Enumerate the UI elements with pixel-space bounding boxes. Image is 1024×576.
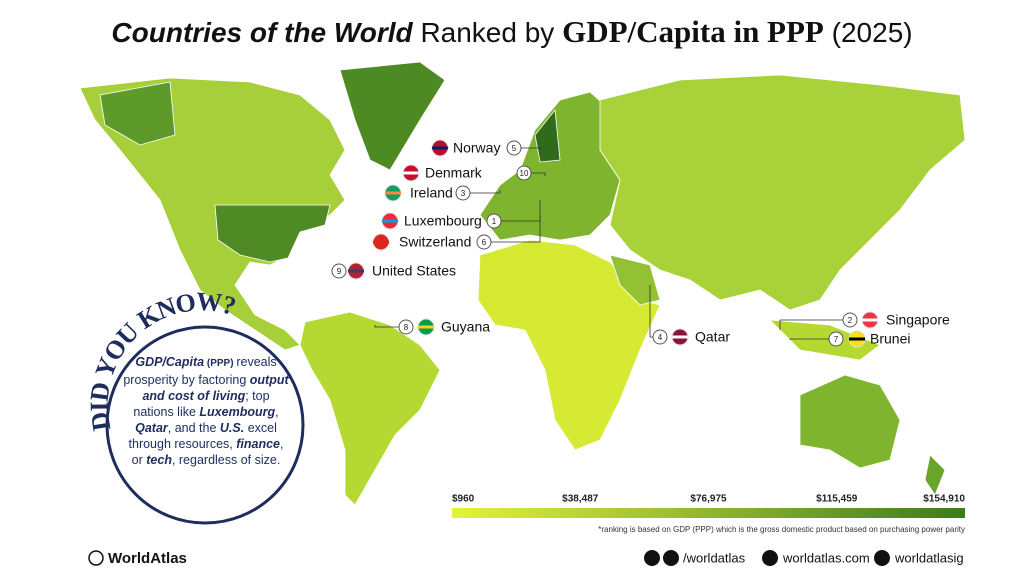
rank: 5 [512, 144, 517, 153]
leader-line [484, 216, 541, 243]
emphasis: Qatar [135, 421, 168, 435]
rank: 7 [834, 335, 839, 344]
legend-tick: $76,975 [690, 494, 727, 505]
legend-bar [452, 508, 965, 518]
rank-badge [828, 331, 844, 347]
leader-line [779, 319, 850, 330]
flag-detail [862, 318, 878, 322]
north-america [79, 77, 346, 351]
emphasis: (PPP) [204, 358, 237, 369]
legend-tick: $115,459 [816, 494, 858, 505]
flag-detail [418, 325, 434, 329]
rank: 9 [337, 267, 342, 276]
africa [477, 239, 661, 451]
footnote: *ranking is based on GDP (PPP) which is … [598, 525, 965, 534]
country-label: Norway [453, 140, 500, 156]
flag-detail [432, 146, 448, 150]
flag-detail [385, 191, 401, 195]
rank: 1 [492, 217, 497, 226]
instagram: worldatlasig [894, 550, 964, 565]
text: reveals prosperity by factoring [123, 355, 277, 387]
social: /worldatlas [683, 550, 746, 565]
rank: 6 [482, 238, 487, 247]
country-label: Ireland [410, 185, 453, 201]
legend-tick: $154,910 [923, 494, 965, 505]
youtube-icon [644, 550, 660, 566]
brand: WorldAtlas [108, 550, 187, 567]
emphasis: output and cost of living [142, 373, 289, 403]
legend-tick: $960 [452, 494, 475, 505]
asia [599, 74, 966, 311]
rank-badge [516, 165, 532, 181]
did-you-know-circle [105, 325, 305, 525]
norway [534, 108, 561, 163]
alaska [99, 81, 176, 146]
emphasis: GDP/Capita [135, 355, 205, 369]
greenland [339, 61, 446, 171]
text: , and the [167, 421, 220, 435]
title: Countries of the World Ranked by GDP/Cap… [0, 14, 1024, 50]
text: , or [131, 437, 284, 467]
rank-badge [331, 263, 347, 279]
text: , [275, 405, 279, 419]
country-label: United States [372, 263, 456, 279]
did-you-know-body: GDP/Capita (PPP) reveals prosperity by f… [122, 354, 290, 468]
emphasis: U.S. [219, 421, 245, 435]
text: ; top nations like [133, 389, 270, 419]
rank: 4 [658, 333, 663, 342]
title-year: (2025) [831, 17, 913, 48]
rank-badge [455, 185, 471, 201]
text: excel through resources, [128, 421, 277, 451]
flag-detail [382, 219, 398, 223]
flag-detail [348, 269, 364, 273]
south-america [299, 311, 441, 506]
text: , regardless of size. [171, 453, 281, 467]
title-lead: Countries of the World [111, 17, 413, 48]
country-label: Luxembourg [404, 213, 482, 229]
australia [799, 374, 901, 469]
site: worldatlas.com [782, 550, 870, 565]
leader-line [463, 190, 501, 194]
rank-badge [476, 234, 492, 250]
site-icon [762, 550, 778, 566]
rank: 8 [404, 323, 409, 332]
rank-badge [842, 312, 858, 328]
country-label: Qatar [695, 329, 730, 345]
southeast-asia [768, 319, 881, 361]
new-zealand [924, 454, 946, 496]
emphasis: Luxembourg [199, 405, 276, 419]
europe [479, 91, 621, 241]
rank-badge [506, 140, 522, 156]
title-metric: GDP/Capita in PPP [562, 14, 824, 49]
rank: 10 [520, 169, 529, 178]
instagram-icon [874, 550, 890, 566]
flag-detail [849, 337, 865, 341]
emphasis: tech [146, 453, 172, 467]
title-middle: Ranked by [420, 17, 555, 48]
globe-icon [88, 550, 104, 566]
rank-badge [652, 329, 668, 345]
leader-line [514, 147, 541, 150]
rank: 2 [848, 316, 853, 325]
facebook-icon [663, 550, 679, 566]
land [79, 61, 966, 506]
country-label: Switzerland [399, 234, 471, 250]
leader-line [789, 338, 836, 340]
rank-badge [486, 213, 502, 229]
legend-tick: $38,487 [562, 494, 599, 505]
country-label: Guyana [441, 319, 490, 335]
usa [214, 204, 331, 263]
emphasis: finance [236, 437, 280, 451]
flag-detail [403, 171, 419, 175]
country-label: Denmark [425, 165, 483, 181]
flag-detail [373, 240, 389, 244]
country-label: Brunei [870, 331, 910, 347]
rank-badge [398, 319, 414, 335]
rank: 3 [461, 189, 466, 198]
country-label: Singapore [886, 312, 950, 328]
flag-detail [672, 335, 688, 339]
leader-line [374, 325, 406, 328]
